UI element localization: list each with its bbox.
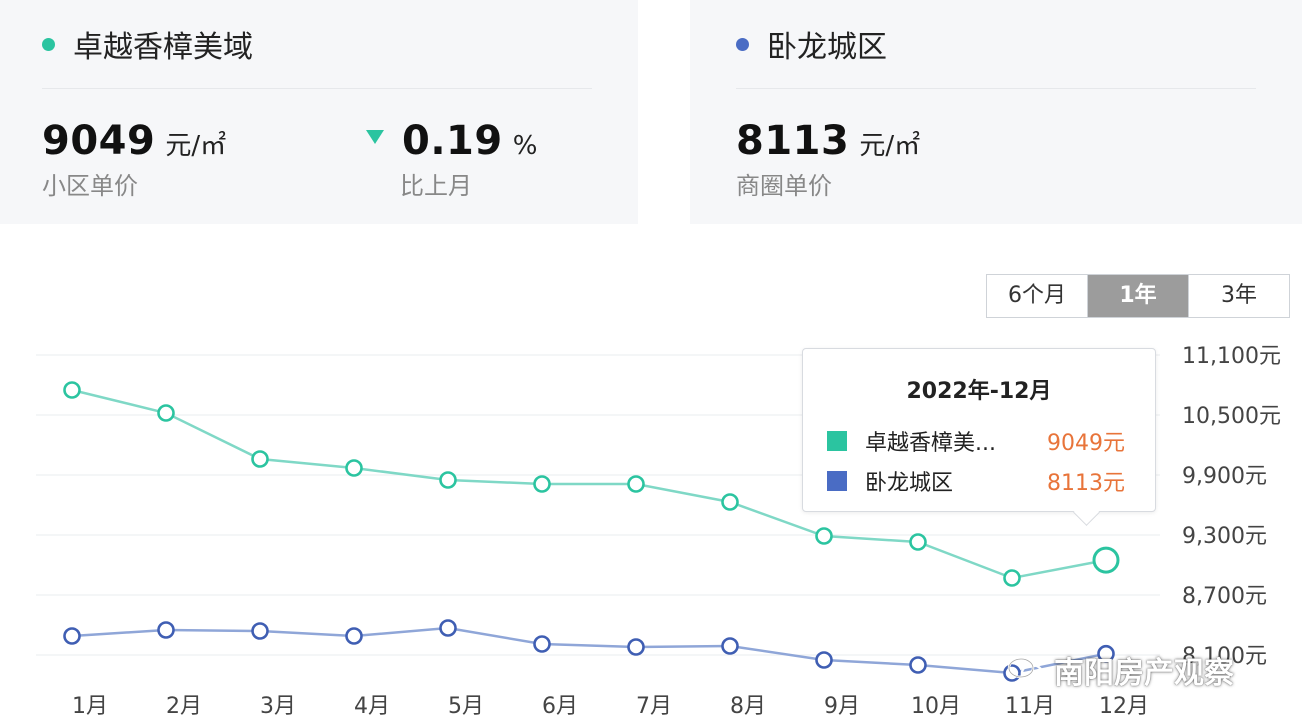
data-point[interactable] (1003, 569, 1021, 587)
community-name: 卓越香樟美域 (73, 30, 253, 65)
data-point[interactable] (439, 619, 457, 637)
data-point[interactable] (721, 637, 739, 655)
x-tick-label: 10月 (911, 694, 961, 719)
down-triangle-icon (366, 130, 384, 144)
x-tick-label: 9月 (824, 694, 860, 719)
wechat-icon (1007, 657, 1044, 683)
data-point[interactable] (533, 475, 551, 493)
y-tick-label: 9,300元 (1182, 524, 1267, 549)
series-line-2 (71, 626, 1107, 675)
tooltip-swatch-district (827, 471, 847, 491)
community-price-unit: 元/㎡ (165, 131, 227, 161)
y-tick-label: 8,700元 (1182, 584, 1267, 609)
community-summary-card: 卓越香樟美域 9049 元/㎡ 小区单价 0.19% 比上月 (0, 0, 638, 224)
district-header: 卧龙城区 (736, 22, 887, 66)
data-point[interactable] (909, 656, 927, 674)
tooltip-series-value: 8113元 (1047, 471, 1125, 496)
community-dot-icon (42, 37, 55, 51)
data-point[interactable] (815, 527, 833, 545)
community-price-stat: 9049 元/㎡ 小区单价 (42, 118, 226, 201)
data-point[interactable] (909, 533, 927, 551)
tab-6-months[interactable]: 6个月 (987, 275, 1088, 317)
data-point[interactable] (721, 493, 739, 511)
data-point[interactable] (63, 627, 81, 645)
x-tick-label: 11月 (1005, 694, 1055, 719)
district-price-label: 商圈单价 (736, 172, 832, 200)
data-point[interactable] (157, 621, 175, 639)
community-price-label: 小区单价 (42, 172, 138, 200)
district-name: 卧龙城区 (767, 30, 887, 65)
month-change-label: 比上月 (400, 172, 472, 200)
y-tick-label: 10,500元 (1182, 404, 1281, 429)
x-tick-label: 8月 (730, 694, 766, 719)
data-point[interactable] (251, 622, 269, 640)
data-point[interactable] (345, 627, 363, 645)
tab-3-years[interactable]: 3年 (1189, 275, 1289, 317)
data-point[interactable] (439, 471, 457, 489)
tooltip-swatch-community (827, 431, 847, 451)
tooltip-row-community: 卓越香樟美... 9049元 (827, 425, 1125, 457)
tooltip-arrow (1073, 499, 1100, 526)
card-divider (736, 88, 1256, 89)
data-point[interactable] (533, 635, 551, 653)
chart-tooltip: 2022年-12月 卓越香樟美... 9049元 卧龙城区 8113元 (802, 348, 1156, 526)
tooltip-row-district: 卧龙城区 8113元 (827, 465, 1125, 497)
tooltip-title: 2022年-12月 (906, 379, 1052, 404)
tooltip-series-name: 卧龙城区 (865, 471, 954, 496)
x-tick-label: 7月 (636, 694, 672, 719)
district-summary-card: 卧龙城区 8113 元/㎡ 商圈单价 (690, 0, 1302, 224)
x-tick-label: 12月 (1099, 694, 1149, 719)
month-change-stat: 0.19% 比上月 (366, 118, 537, 201)
district-price: 8113 (736, 118, 850, 164)
watermark-text: 南阳房产观察 (1054, 656, 1234, 691)
x-tick-label: 3月 (260, 694, 296, 719)
y-tick-label: 9,900元 (1182, 464, 1267, 489)
x-tick-label: 6月 (542, 694, 578, 719)
district-dot-icon (736, 37, 749, 51)
x-tick-label: 5月 (448, 694, 484, 719)
data-point[interactable] (627, 475, 645, 493)
data-point[interactable] (251, 450, 269, 468)
month-change-value: 0.19 (402, 118, 503, 164)
card-divider (42, 88, 592, 89)
data-point[interactable] (815, 651, 833, 669)
tab-1-year[interactable]: 1年 (1088, 275, 1189, 317)
community-price: 9049 (42, 118, 156, 164)
y-tick-label: 11,100元 (1182, 344, 1281, 369)
district-price-stat: 8113 元/㎡ 商圈单价 (736, 118, 920, 201)
time-range-selector: 6个月 1年 3年 (986, 274, 1290, 318)
month-change-unit: % (512, 131, 538, 161)
data-point[interactable] (157, 404, 175, 422)
data-point[interactable] (63, 381, 81, 399)
tooltip-series-value: 9049元 (1047, 431, 1125, 456)
x-tick-label: 2月 (166, 694, 202, 719)
data-point[interactable] (627, 638, 645, 656)
x-tick-label: 1月 (72, 694, 108, 719)
watermark: 南阳房产观察 (1006, 648, 1234, 692)
data-point[interactable] (1092, 546, 1120, 574)
x-tick-label: 4月 (354, 694, 390, 719)
community-header: 卓越香樟美域 (42, 22, 253, 66)
tooltip-series-name: 卓越香樟美... (865, 431, 996, 456)
data-point[interactable] (345, 459, 363, 477)
district-price-unit: 元/㎡ (859, 131, 921, 161)
